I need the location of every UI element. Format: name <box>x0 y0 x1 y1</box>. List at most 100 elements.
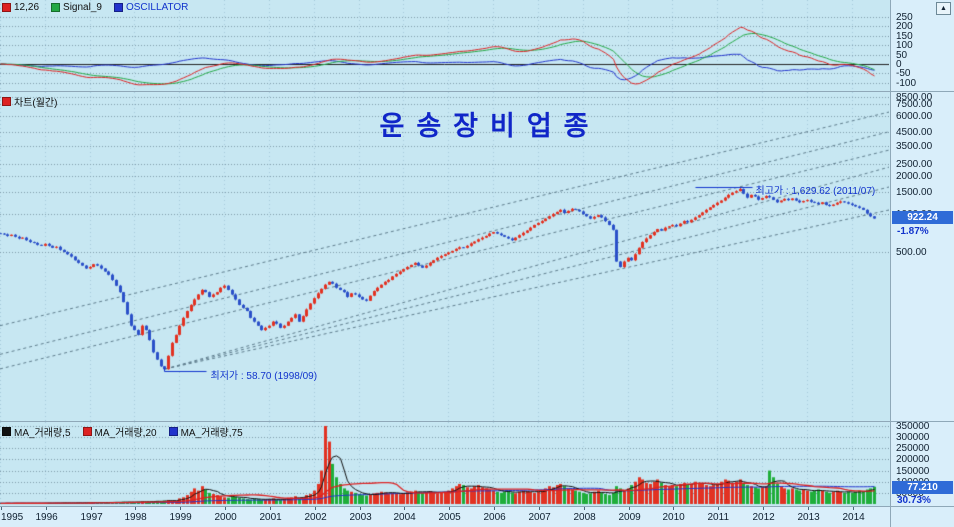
year-tick <box>0 507 2 510</box>
volume-legend: MA_거래량,5 MA_거래량,20 MA_거래량,75 <box>2 424 243 439</box>
volume-axis-tick: 250000 <box>896 443 930 455</box>
volume-axis-tick: 300000 <box>896 432 930 444</box>
year-tick <box>583 507 585 510</box>
volume-panel: MA_거래량,5 MA_거래량,20 MA_거래량,75 <box>0 422 889 506</box>
year-label: 1997 <box>80 512 103 523</box>
volume-axis: 77.210 30.73% 350000 300000 250000 200000 15… <box>890 422 954 506</box>
macd-axis-tick: 150 <box>896 30 913 42</box>
year-label: 2003 <box>349 512 372 523</box>
time-axis[interactable]: 1995 1996 1997 1998 1999 2000 2001 2002 2003 2004… <box>0 507 890 527</box>
legend-item-signal-9[interactable]: Signal_9 <box>51 2 102 13</box>
legend-label: OSCILLATOR <box>125 2 189 13</box>
price-axis: 922.24 -1.87% 8500.00 7500.00 6000.00 4500.… <box>890 92 954 421</box>
year-label: 1998 <box>124 512 147 523</box>
year-label: 1995 <box>1 512 24 523</box>
price-axis-tick: 1500.00 <box>896 186 933 198</box>
vol-ma5-color-swatch <box>2 427 11 436</box>
price-panel: 차트(월간) 운송장비업종 최고가 : 1,629.62 (2011/07) 최… <box>0 92 889 421</box>
price-plot-canvas[interactable] <box>0 92 889 421</box>
year-tick <box>493 507 495 510</box>
volume-axis-tick: 150000 <box>896 465 930 477</box>
legend-label: MA_거래량,5 <box>14 428 71 439</box>
low-price-annotation: 최저가 : 58.70 (1998/09) <box>210 370 318 382</box>
legend-item-chart-monthly[interactable]: 차트(월간) <box>2 94 57 109</box>
volume-percent: 30.73% <box>897 494 931 506</box>
year-label: 2012 <box>752 512 775 523</box>
oscillator-color-swatch <box>113 3 123 12</box>
legend-label: 12,26 <box>14 2 40 13</box>
year-label: 2011 <box>707 512 730 523</box>
macd-axis-tick: 100 <box>896 40 913 52</box>
macd-axis-tick: 250 <box>896 12 913 23</box>
vol-ma75-color-swatch <box>168 427 178 436</box>
year-tick <box>179 507 181 510</box>
year-tick <box>224 507 226 510</box>
year-label: 2010 <box>662 512 685 523</box>
year-tick <box>448 507 450 510</box>
year-tick <box>403 507 405 510</box>
legend-item-oscillator[interactable]: OSCILLATOR <box>113 2 189 13</box>
time-axis-corner <box>890 507 954 527</box>
macd-panel: 12,26 Signal_9 OSCILLATOR <box>0 0 889 91</box>
expand-panel-button[interactable]: ▲ <box>936 2 951 15</box>
price-legend: 차트(월간) <box>2 94 57 109</box>
year-label: 2005 <box>438 512 461 523</box>
price-change-percent: -1.87% <box>897 226 929 238</box>
legend-item-vol-ma20[interactable]: MA_거래량,20 <box>82 424 157 439</box>
panel-divider[interactable] <box>0 421 954 422</box>
year-label: 2001 <box>259 512 282 523</box>
year-label: 2008 <box>573 512 596 523</box>
current-price-badge: 922.24 <box>892 211 953 225</box>
year-tick <box>762 507 764 510</box>
chart-color-swatch <box>2 97 11 106</box>
year-label: 2000 <box>214 512 237 523</box>
legend-label: Signal_9 <box>63 2 102 13</box>
vol-ma20-color-swatch <box>82 427 92 436</box>
price-axis-tick: 4500.00 <box>896 126 933 138</box>
year-tick <box>538 507 540 510</box>
price-axis-tick: 6000.00 <box>896 111 933 123</box>
macd-plot-canvas[interactable] <box>0 0 889 91</box>
price-axis-tick: 3500.00 <box>896 140 933 152</box>
legend-item-vol-ma5[interactable]: MA_거래량,5 <box>2 424 71 439</box>
price-axis-tick: 2000.00 <box>896 171 933 183</box>
volume-plot-canvas[interactable] <box>0 422 889 506</box>
high-price-annotation: 최고가 : 1,629.62 (2011/07) <box>755 185 876 197</box>
volume-axis-tick: 200000 <box>896 454 930 466</box>
legend-item-vol-ma75[interactable]: MA_거래량,75 <box>168 424 243 439</box>
year-tick <box>134 507 136 510</box>
year-label: 1999 <box>169 512 192 523</box>
panel-divider[interactable] <box>0 91 954 92</box>
year-tick <box>90 507 92 510</box>
legend-item-macd-12-26[interactable]: 12,26 <box>2 2 39 13</box>
signal-color-swatch <box>51 3 61 12</box>
price-axis-tick: 7500.00 <box>896 98 933 110</box>
macd-color-swatch <box>2 3 11 12</box>
year-tick <box>672 507 674 510</box>
macd-axis-tick: -50 <box>896 68 911 80</box>
year-label: 2006 <box>483 512 506 523</box>
legend-label: MA_거래량,20 <box>94 428 157 439</box>
legend-label: MA_거래량,75 <box>180 428 243 439</box>
year-tick <box>45 507 47 510</box>
year-label: 2002 <box>304 512 327 523</box>
macd-axis-tick: 0 <box>896 59 902 70</box>
macd-axis-tick: -100 <box>896 77 917 89</box>
chart-title: 운송장비업종 <box>379 111 601 141</box>
volume-axis-tick: 350000 <box>896 422 930 432</box>
year-tick <box>717 507 719 510</box>
macd-axis-tick: 50 <box>896 49 908 61</box>
current-volume-badge: 77.210 <box>892 480 953 494</box>
year-tick <box>852 507 854 510</box>
year-label: 2007 <box>528 512 551 523</box>
year-tick <box>269 507 271 510</box>
price-axis-tick: 8500.00 <box>896 92 933 103</box>
year-label: 2014 <box>842 512 865 523</box>
macd-axis-tick: 200 <box>896 21 913 33</box>
year-label: 2013 <box>797 512 820 523</box>
year-tick <box>807 507 809 510</box>
year-label: 2004 <box>393 512 416 523</box>
year-label: 2009 <box>618 512 641 523</box>
year-tick <box>628 507 630 510</box>
